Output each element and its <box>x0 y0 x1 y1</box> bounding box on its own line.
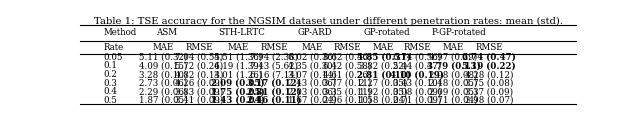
Text: MAE: MAE <box>443 43 464 52</box>
Text: 4.61 (0.26): 4.61 (0.26) <box>323 70 371 79</box>
Text: 7.94 (2.38): 7.94 (2.38) <box>250 53 298 62</box>
Text: 4.28 (0.12): 4.28 (0.12) <box>465 70 513 79</box>
Text: 3.35 (0.11): 3.35 (0.11) <box>323 87 371 96</box>
Text: 1.75 (0.05): 1.75 (0.05) <box>211 87 264 96</box>
Text: 1.43 (0.04): 1.43 (0.04) <box>211 96 265 105</box>
Text: 3.01 (1.26): 3.01 (1.26) <box>214 70 262 79</box>
Text: 2.03 (0.06): 2.03 (0.06) <box>288 87 336 96</box>
Text: GP-rotated: GP-rotated <box>364 28 410 37</box>
Text: 2.48 (0.05): 2.48 (0.05) <box>429 79 477 88</box>
Text: 3.82 (0.22): 3.82 (0.22) <box>360 61 408 70</box>
Text: 3.75 (0.08): 3.75 (0.08) <box>465 79 513 88</box>
Text: 2.98 (0.08): 2.98 (0.08) <box>429 70 478 79</box>
Text: MAE: MAE <box>153 43 174 52</box>
Text: Method: Method <box>104 28 137 37</box>
Text: 1.92 (0.05): 1.92 (0.05) <box>359 87 408 96</box>
Text: 4.09 (0.15): 4.09 (0.15) <box>139 61 188 70</box>
Text: 0.2: 0.2 <box>104 70 118 79</box>
Text: 6.16 (7.14): 6.16 (7.14) <box>250 70 299 79</box>
Text: Rate: Rate <box>104 43 124 52</box>
Text: 2.09 (0.05): 2.09 (0.05) <box>429 87 477 96</box>
Text: 1.67 (0.04): 1.67 (0.04) <box>288 96 337 105</box>
Text: 6.42 (0.58): 6.42 (0.58) <box>323 61 371 70</box>
Text: 4.26 (0.09): 4.26 (0.09) <box>175 79 223 88</box>
Text: 2.81 (0.12): 2.81 (0.12) <box>248 87 301 96</box>
Text: 0.05: 0.05 <box>104 53 124 62</box>
Text: STH-LRTC: STH-LRTC <box>218 28 264 37</box>
Text: 7.43 (5.62): 7.43 (5.62) <box>250 61 298 70</box>
Text: GP-ARD: GP-ARD <box>298 28 332 37</box>
Text: 1.58 (0.04): 1.58 (0.04) <box>359 96 408 105</box>
Text: 2.71 (0.09): 2.71 (0.09) <box>393 96 442 105</box>
Text: 0.4: 0.4 <box>104 87 118 96</box>
Text: 6.74 (0.56): 6.74 (0.56) <box>393 53 442 62</box>
Text: 3.08 (0.09): 3.08 (0.09) <box>393 87 442 96</box>
Text: ASM: ASM <box>156 28 177 37</box>
Text: 3.43 (0.10): 3.43 (0.10) <box>393 79 442 88</box>
Text: 4.10 (0.19): 4.10 (0.19) <box>390 70 444 79</box>
Text: 0.5: 0.5 <box>104 96 118 105</box>
Text: 2.43 (0.06): 2.43 (0.06) <box>288 79 336 88</box>
Text: 5.11 (0.32): 5.11 (0.32) <box>139 53 188 62</box>
Text: 2.81 (0.10): 2.81 (0.10) <box>356 70 410 79</box>
Text: 0.3: 0.3 <box>104 79 118 88</box>
Text: 3.77 (0.11): 3.77 (0.11) <box>323 79 371 88</box>
Text: 4.85 (0.31): 4.85 (0.31) <box>356 53 410 62</box>
Text: 7.04 (0.54): 7.04 (0.54) <box>175 53 223 62</box>
Text: 5.44 (0.47): 5.44 (0.47) <box>393 61 442 70</box>
Text: 3.07 (0.14): 3.07 (0.14) <box>288 70 336 79</box>
Text: 2.27 (0.05): 2.27 (0.05) <box>360 79 408 88</box>
Text: 5.51 (1.36): 5.51 (1.36) <box>214 53 262 62</box>
Text: P-GP-rotated: P-GP-rotated <box>431 28 486 37</box>
Text: 3.83 (0.09): 3.83 (0.09) <box>175 87 223 96</box>
Text: 5.19 (0.22): 5.19 (0.22) <box>462 61 516 70</box>
Text: 5.72 (0.26): 5.72 (0.26) <box>175 61 223 70</box>
Text: RMSE: RMSE <box>186 43 212 52</box>
Text: 2.96 (0.10): 2.96 (0.10) <box>323 96 371 105</box>
Text: MAE: MAE <box>227 43 248 52</box>
Text: 1.71 (0.04): 1.71 (0.04) <box>429 96 478 105</box>
Text: 2.46 (0.11): 2.46 (0.11) <box>248 96 301 105</box>
Text: 3.37 (0.09): 3.37 (0.09) <box>465 87 513 96</box>
Text: Table 1: TSE accuracy for the NGSIM dataset under different penetration rates: m: Table 1: TSE accuracy for the NGSIM data… <box>93 17 563 26</box>
Text: 3.41 (0.09): 3.41 (0.09) <box>175 96 223 105</box>
Text: 2.09 (0.05): 2.09 (0.05) <box>211 79 264 88</box>
Text: 6.02 (0.36): 6.02 (0.36) <box>288 53 336 62</box>
Text: 4.97 (0.29): 4.97 (0.29) <box>429 53 477 62</box>
Text: 2.98 (0.07): 2.98 (0.07) <box>465 96 513 105</box>
Text: RMSE: RMSE <box>333 43 360 52</box>
Text: 3.17 (0.12): 3.17 (0.12) <box>248 79 301 88</box>
Text: 2.29 (0.06): 2.29 (0.06) <box>139 87 188 96</box>
Text: 8.62 (0.56): 8.62 (0.56) <box>323 53 371 62</box>
Text: 1.87 (0.05): 1.87 (0.05) <box>139 96 188 105</box>
Text: 3.79 (0.13): 3.79 (0.13) <box>427 61 481 70</box>
Text: MAE: MAE <box>373 43 394 52</box>
Text: 6.74 (0.47): 6.74 (0.47) <box>462 53 516 62</box>
Text: 4.82 (0.14): 4.82 (0.14) <box>175 70 223 79</box>
Text: 0.1: 0.1 <box>104 61 118 70</box>
Text: 3.28 (0.10): 3.28 (0.10) <box>139 70 188 79</box>
Text: 2.73 (0.06): 2.73 (0.06) <box>140 79 188 88</box>
Text: RMSE: RMSE <box>260 43 288 52</box>
Text: RMSE: RMSE <box>404 43 431 52</box>
Text: RMSE: RMSE <box>476 43 503 52</box>
Text: 4.19 (1.39): 4.19 (1.39) <box>214 61 262 70</box>
Text: MAE: MAE <box>301 43 323 52</box>
Text: 4.35 (0.30): 4.35 (0.30) <box>288 61 336 70</box>
